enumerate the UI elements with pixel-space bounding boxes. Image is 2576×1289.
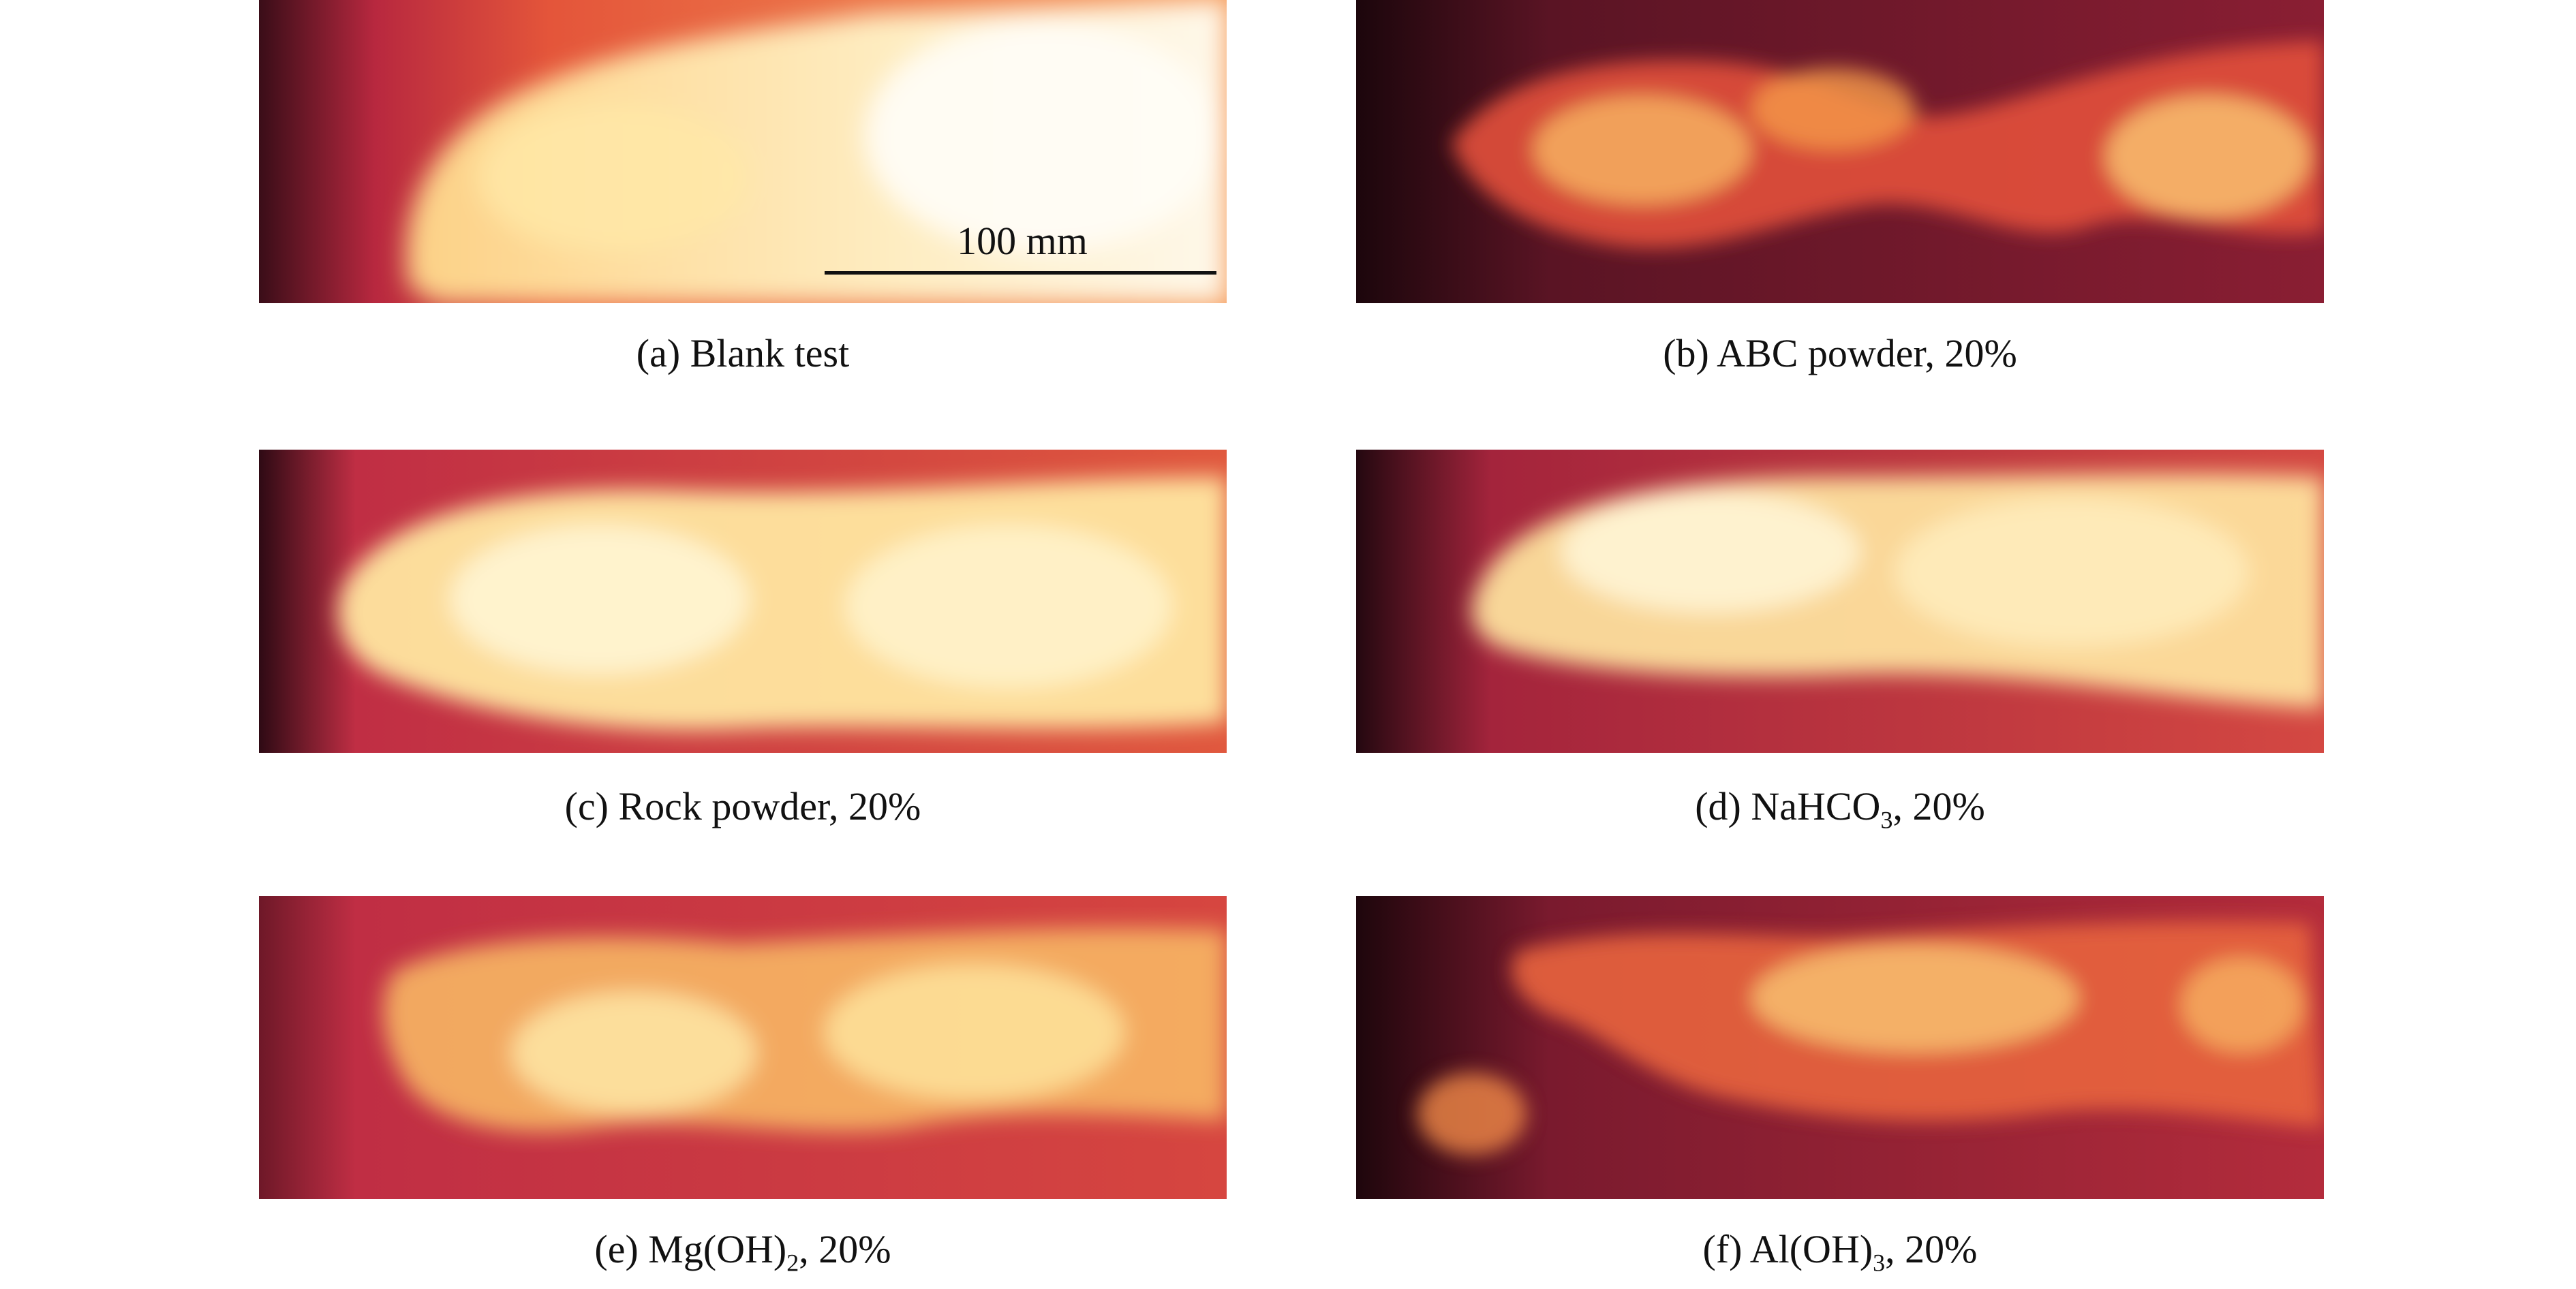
caption-d: (d) NaHCO3, 20%: [1695, 784, 1985, 834]
scale-bar-label: 100 mm: [957, 219, 1088, 263]
flame-photo-c: [259, 450, 1227, 753]
caption-c: (c) Rock powder, 20%: [564, 784, 921, 828]
caption-a: (a) Blank test: [636, 331, 850, 375]
flame-photo-b: [1356, 0, 2324, 303]
flame-photo-e: [259, 896, 1227, 1199]
caption-f: (f) Al(OH)3, 20%: [1702, 1227, 1978, 1277]
caption-e: (e) Mg(OH)2, 20%: [594, 1227, 891, 1277]
flame-photo-a: [259, 0, 1227, 303]
caption-b: (b) ABC powder, 20%: [1663, 331, 2017, 375]
flame-photo-d: [1356, 450, 2324, 753]
flame-photo-f: [1356, 896, 2324, 1199]
scale-bar: [825, 271, 1216, 275]
